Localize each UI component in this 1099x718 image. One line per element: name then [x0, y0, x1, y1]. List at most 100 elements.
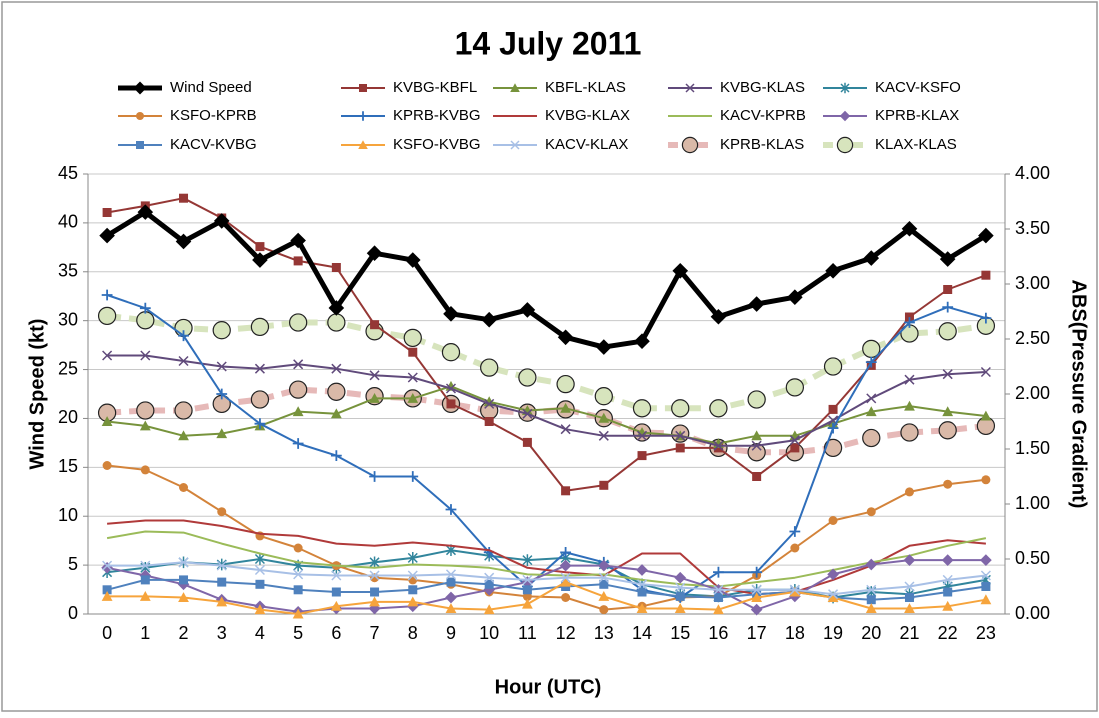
marker: [751, 440, 762, 451]
x-tick-label: 20: [861, 623, 881, 643]
marker: [331, 587, 341, 597]
marker: [866, 584, 877, 595]
marker: [942, 369, 953, 380]
series-line: [107, 581, 987, 615]
marker: [252, 252, 268, 268]
marker: [481, 311, 497, 328]
marker: [250, 390, 270, 409]
marker: [681, 136, 699, 154]
marker: [370, 320, 380, 330]
marker: [403, 328, 422, 348]
x-tick-label: 2: [179, 623, 189, 643]
marker: [445, 603, 457, 613]
marker: [97, 306, 117, 326]
x-tick-label: 3: [217, 623, 227, 643]
marker: [216, 428, 228, 439]
marker: [254, 418, 266, 430]
marker: [288, 380, 308, 399]
marker: [136, 311, 155, 330]
x-tick-label: 17: [747, 623, 767, 643]
marker: [139, 591, 151, 601]
marker: [522, 554, 533, 566]
legend-label: KACV-KLAX: [545, 136, 628, 153]
marker: [828, 516, 838, 525]
legend-label: KACV-KPRB: [720, 107, 806, 124]
marker: [178, 430, 189, 441]
y-tick-label: 35: [58, 261, 78, 281]
marker: [102, 208, 112, 217]
marker: [980, 366, 991, 378]
marker: [102, 585, 112, 595]
marker: [827, 422, 839, 434]
marker: [139, 302, 151, 314]
marker: [943, 479, 953, 489]
marker: [823, 357, 843, 376]
marker: [366, 245, 383, 261]
legend-label: KVBG-KLAX: [545, 107, 630, 124]
marker: [675, 443, 685, 453]
marker: [484, 398, 495, 409]
marker: [865, 356, 877, 368]
marker: [674, 571, 687, 584]
marker: [331, 263, 341, 272]
marker: [865, 406, 877, 417]
marker: [904, 317, 915, 328]
marker: [674, 603, 686, 613]
marker: [216, 388, 228, 400]
marker: [140, 575, 150, 585]
marker: [330, 600, 342, 611]
marker: [980, 410, 992, 421]
marker: [636, 427, 648, 437]
marker: [556, 374, 575, 394]
x-tick-label: 4: [255, 623, 265, 643]
marker: [710, 308, 727, 325]
marker: [560, 576, 572, 587]
x-tick-label: 6: [331, 623, 341, 643]
x-tick-label: 19: [823, 623, 843, 643]
x-tick-label: 11: [518, 623, 537, 643]
x-tick-label: 10: [479, 623, 499, 643]
y-tick-label: 30: [58, 309, 78, 329]
marker: [446, 399, 456, 409]
marker: [102, 461, 112, 470]
marker: [685, 83, 695, 93]
series-line: [106, 386, 987, 456]
legend-label: KSFO-KPRB: [170, 107, 257, 124]
series-line: [106, 559, 986, 613]
series-line: [106, 385, 987, 445]
marker: [748, 296, 765, 312]
marker: [443, 306, 459, 322]
series-line: [106, 578, 987, 601]
marker: [99, 227, 115, 244]
marker: [330, 408, 342, 419]
marker: [174, 401, 193, 420]
x-tick-label: 16: [708, 623, 728, 643]
marker: [789, 586, 801, 597]
marker: [178, 592, 189, 602]
marker: [480, 358, 499, 377]
marker: [408, 585, 418, 595]
marker: [102, 560, 113, 571]
marker: [327, 382, 346, 401]
marker: [978, 227, 994, 244]
marker: [825, 263, 841, 279]
x-tick-label: 0: [102, 623, 112, 643]
y-tick-label: 40: [58, 212, 78, 232]
y2-tick-label: 0.50: [1015, 548, 1050, 568]
marker: [827, 592, 839, 602]
marker: [484, 579, 494, 589]
series-line: [107, 519, 986, 596]
marker: [255, 242, 265, 252]
marker: [560, 424, 571, 435]
marker: [598, 412, 610, 423]
marker: [288, 313, 308, 332]
legend-label: KVBG-KLAS: [720, 79, 805, 96]
marker: [598, 591, 610, 601]
marker: [675, 582, 686, 593]
x-tick-label: 9: [446, 623, 456, 643]
legend-label: KPRB-KVBG: [393, 107, 481, 124]
marker: [751, 584, 762, 595]
marker: [862, 428, 881, 448]
marker: [254, 363, 265, 374]
